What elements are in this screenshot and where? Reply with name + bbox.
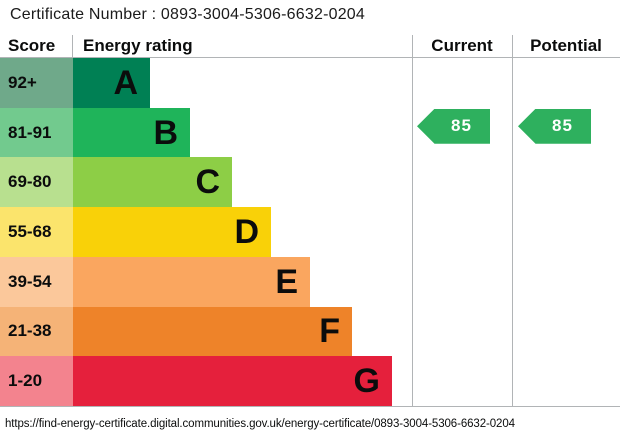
score-range-d: 55-68 xyxy=(0,207,73,257)
score-range-b: 81-91 xyxy=(0,107,73,158)
divider-potential-column xyxy=(512,35,513,407)
band-bar-e: E xyxy=(73,256,310,307)
col-header-energy-rating: Energy rating xyxy=(83,36,193,55)
band-row-e: 39-54 E xyxy=(0,256,620,307)
certificate-number-label: Certificate Number : 0893-3004-5306-6632… xyxy=(10,6,365,23)
certificate-url: https://find-energy-certificate.digital.… xyxy=(5,418,515,430)
divider-current-column xyxy=(412,35,413,407)
band-row-f: 21-38 F xyxy=(0,306,620,357)
band-bar-f: F xyxy=(73,306,352,357)
band-bar-d: D xyxy=(73,207,271,257)
band-bar-g: G xyxy=(73,356,392,406)
divider-score-column xyxy=(72,35,73,58)
band-row-g: 1-20 G xyxy=(0,356,620,406)
band-row-d: 55-68 D xyxy=(0,207,620,257)
score-range-f: 21-38 xyxy=(0,306,73,357)
current-rating-arrow: 85 xyxy=(417,108,490,144)
band-row-b: 81-91 B xyxy=(0,107,620,158)
col-header-score: Score xyxy=(8,36,56,55)
band-bar-c: C xyxy=(73,157,232,208)
table-header-row: Score Energy rating Current Potential xyxy=(0,35,620,58)
band-bar-a: A xyxy=(73,58,150,108)
col-header-potential: Potential xyxy=(530,36,602,55)
score-range-c: 69-80 xyxy=(0,157,73,208)
bands-body: 92+ A 81-91 B 69-80 C 55-68 D 39-54 E 21-38 F 1-20 G 8… xyxy=(0,58,620,407)
score-range-a: 92+ xyxy=(0,58,73,108)
band-row-c: 69-80 C xyxy=(0,157,620,208)
band-bar-b: B xyxy=(73,107,190,158)
band-row-a: 92+ A xyxy=(0,58,620,108)
epc-rating-table: Score Energy rating Current Potential 92… xyxy=(0,35,620,407)
score-range-g: 1-20 xyxy=(0,356,73,406)
col-header-current: Current xyxy=(431,36,493,55)
score-range-e: 39-54 xyxy=(0,256,73,307)
potential-rating-arrow: 85 xyxy=(518,108,591,144)
